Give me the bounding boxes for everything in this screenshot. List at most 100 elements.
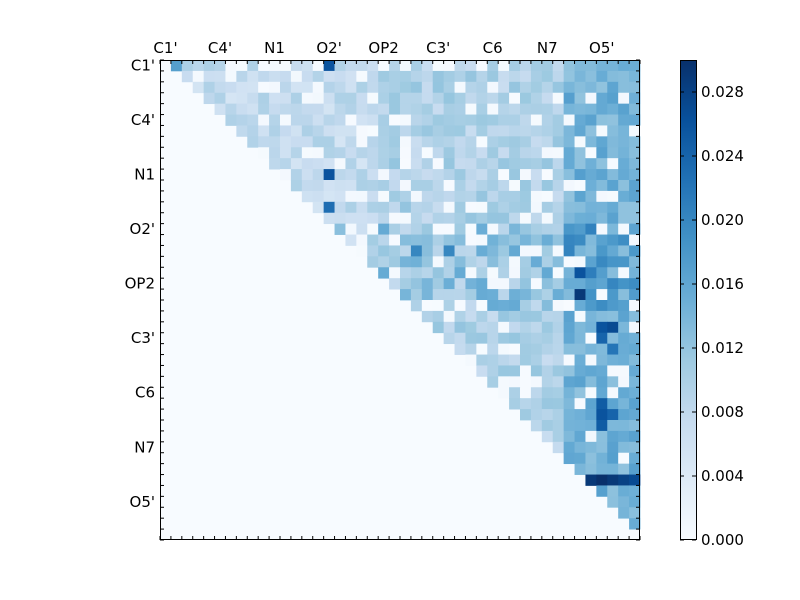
heatmap-cell xyxy=(574,212,586,225)
x-tick-label: O2' xyxy=(316,39,341,57)
colorbar-tick-label: 0.012 xyxy=(701,339,744,357)
heatmap-cell xyxy=(487,70,499,83)
heatmap-cell xyxy=(618,485,630,497)
heatmap-cell xyxy=(378,136,390,148)
heatmap-cell xyxy=(596,321,608,334)
heatmap-cell xyxy=(574,81,586,94)
heatmap-cell xyxy=(443,60,455,72)
colorbar xyxy=(680,60,697,540)
heatmap-cell xyxy=(421,190,434,203)
heatmap-cell xyxy=(596,332,608,345)
heatmap-cell xyxy=(574,92,586,105)
heatmap-cell xyxy=(236,92,248,105)
heatmap-cell xyxy=(585,114,597,126)
heatmap-cell xyxy=(443,321,455,334)
heatmap-cell xyxy=(400,125,412,137)
heatmap-cell xyxy=(509,398,521,410)
heatmap-cell xyxy=(356,92,368,105)
heatmap-cell xyxy=(509,190,521,203)
heatmap-cell xyxy=(345,169,357,181)
heatmap-cell xyxy=(596,398,608,410)
heatmap-cell xyxy=(301,158,314,170)
heatmap-cell xyxy=(563,289,575,301)
heatmap-cell xyxy=(345,136,357,148)
heatmap-cell xyxy=(421,81,434,94)
heatmap-cell xyxy=(618,409,630,421)
heatmap-cell xyxy=(607,289,619,301)
heatmap-cell xyxy=(552,190,565,203)
heatmap-cell xyxy=(421,125,434,137)
heatmap-cell xyxy=(509,365,521,377)
heatmap-cell xyxy=(312,136,325,148)
heatmap-cell xyxy=(192,70,205,83)
heatmap-cell xyxy=(389,212,401,225)
heatmap-cell xyxy=(552,158,565,170)
heatmap-cell xyxy=(596,354,608,366)
heatmap-cell xyxy=(487,158,499,170)
heatmap-cell xyxy=(552,223,565,235)
heatmap-cell xyxy=(607,234,619,246)
heatmap-cell xyxy=(290,103,303,115)
heatmap-cell xyxy=(192,81,205,94)
heatmap-cell xyxy=(356,114,368,126)
heatmap-cell xyxy=(476,354,488,366)
heatmap-cell xyxy=(323,169,335,181)
heatmap-cell xyxy=(247,81,259,94)
heatmap-cell xyxy=(323,70,335,83)
heatmap-cell xyxy=(269,81,281,94)
heatmap-cell xyxy=(552,234,565,246)
heatmap-cell xyxy=(400,223,412,235)
heatmap-cell xyxy=(465,103,477,115)
heatmap-cell xyxy=(530,267,543,279)
heatmap-cell xyxy=(258,60,270,72)
heatmap-cell xyxy=(312,103,325,115)
heatmap-cell xyxy=(552,420,565,432)
heatmap-cell xyxy=(607,430,619,443)
heatmap-cell xyxy=(465,60,477,72)
heatmap-cell xyxy=(552,136,565,148)
heatmap-cell xyxy=(432,256,445,268)
heatmap-cell xyxy=(367,158,379,170)
heatmap-cell xyxy=(596,300,608,312)
heatmap-cell xyxy=(509,376,521,388)
heatmap-cell xyxy=(530,60,543,72)
heatmap-cell xyxy=(356,212,368,225)
heatmap-cell xyxy=(530,289,543,301)
heatmap-cell xyxy=(465,70,477,83)
heatmap-cell xyxy=(203,92,215,105)
heatmap-cell xyxy=(454,125,466,137)
colorbar-ticks: 0.000 0.004 0.008 0.012 0.016 0.020 0.024 0.028 xyxy=(680,83,744,549)
heatmap-cell xyxy=(400,180,412,192)
heatmap-cell xyxy=(367,60,379,72)
heatmap-cell xyxy=(585,420,597,432)
heatmap-cell xyxy=(312,60,325,72)
heatmap-cell xyxy=(345,201,357,214)
heatmap-cell xyxy=(476,169,488,181)
heatmap-cell xyxy=(520,376,532,388)
heatmap-cell xyxy=(629,245,641,257)
heatmap-cell xyxy=(530,136,543,148)
heatmap-cell xyxy=(618,452,630,465)
heatmap-cell xyxy=(509,332,521,345)
heatmap-cell xyxy=(618,507,630,519)
heatmap-cell xyxy=(618,310,630,323)
heatmap-cell xyxy=(389,70,401,83)
heatmap-cell xyxy=(181,70,194,83)
heatmap-cell xyxy=(629,70,641,83)
heatmap-cell xyxy=(290,70,303,83)
heatmap-cell xyxy=(269,125,281,137)
heatmap-cell xyxy=(432,267,445,279)
heatmap-cell xyxy=(443,201,455,214)
heatmap-cell xyxy=(498,267,510,279)
heatmap-cell xyxy=(607,321,619,334)
heatmap-cell xyxy=(443,310,455,323)
heatmap-cell xyxy=(585,321,597,334)
heatmap-cell xyxy=(509,300,521,312)
heatmap-cell xyxy=(552,245,565,257)
heatmap-cell xyxy=(476,300,488,312)
heatmap-cell xyxy=(607,278,619,290)
heatmap-cell xyxy=(607,212,619,225)
heatmap-cell xyxy=(541,125,554,137)
heatmap-cell xyxy=(607,256,619,268)
heatmap-cell xyxy=(498,365,510,377)
